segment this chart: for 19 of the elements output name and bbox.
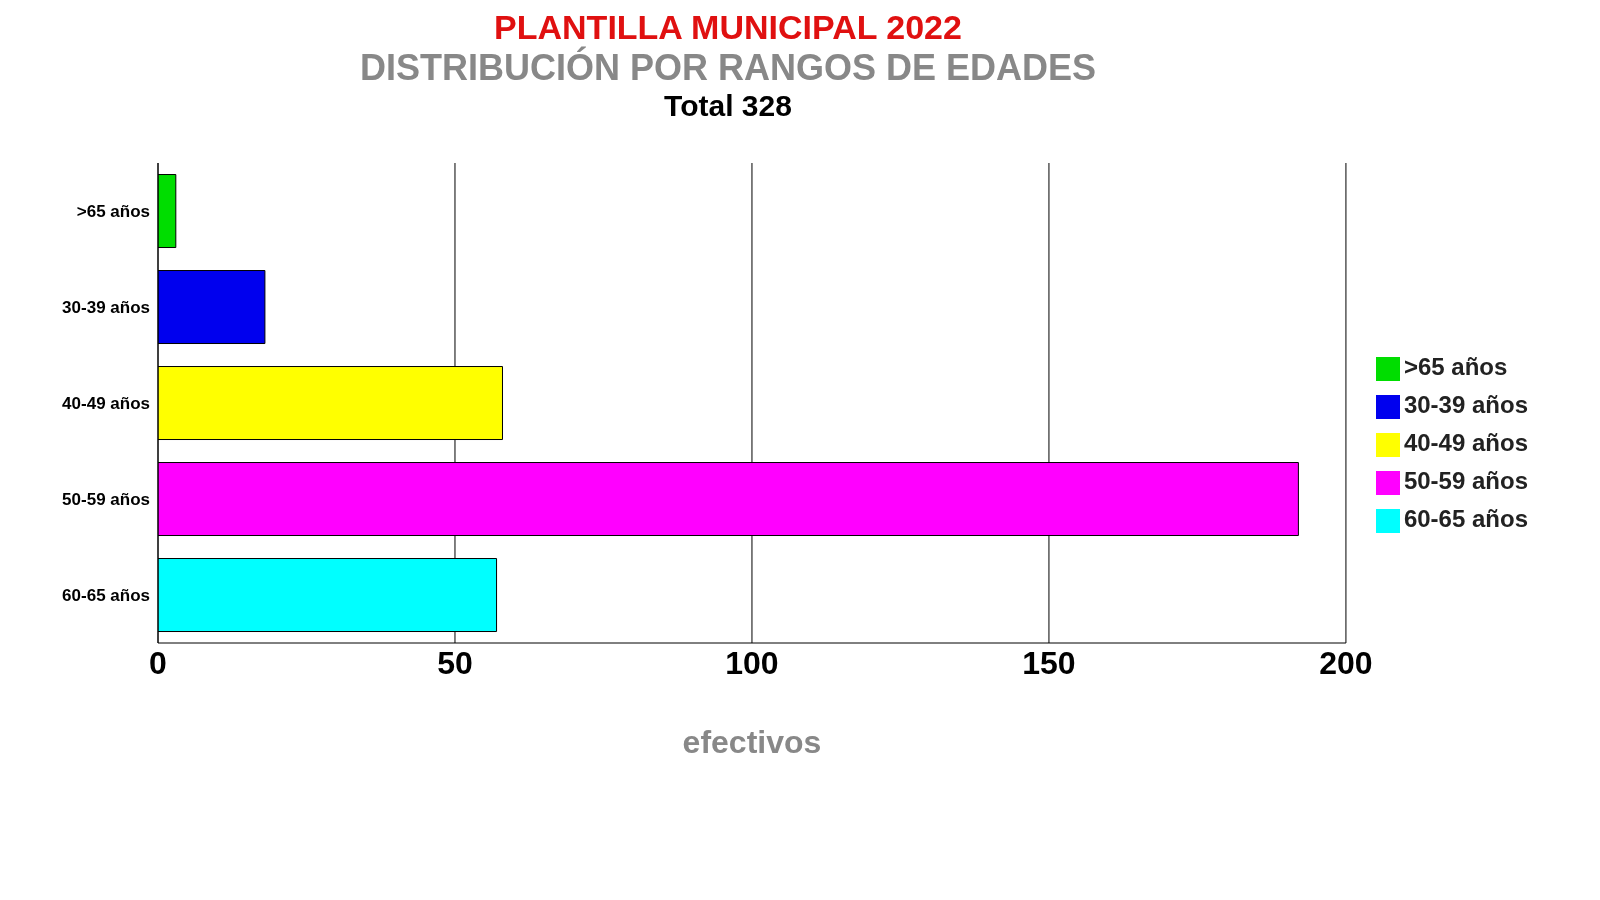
x-axis-title: efectivos [682, 724, 822, 760]
x-tick-label: 150 [1022, 644, 1076, 681]
y-tick-label: 60-65 años [62, 586, 150, 606]
legend-label: 40-49 años [1403, 429, 1528, 456]
y-tick-label: 40-49 años [62, 394, 150, 414]
legend-label: 50-59 años [1403, 467, 1528, 494]
legend-label: >65 años [1403, 353, 1508, 380]
y-tick-label: 50-59 años [62, 490, 150, 510]
chart-title: PLANTILLA MUNICIPAL 2022 [493, 8, 963, 46]
chart-subtitle: DISTRIBUCIÓN POR RANGOS DE EDADES [358, 47, 1098, 89]
y-tick-label: 30-39 años [62, 298, 150, 318]
x-tick-label: 100 [725, 644, 779, 681]
legend-label: 30-39 años [1403, 391, 1528, 418]
text: Total 328 [663, 89, 793, 123]
x-tick-label: 50 [437, 644, 473, 681]
x-tick-label: 0 [149, 644, 167, 681]
legend-label: 60-65 años [1403, 505, 1528, 532]
y-tick-label: >65 años [76, 202, 150, 222]
x-tick-label: 200 [1319, 644, 1373, 681]
